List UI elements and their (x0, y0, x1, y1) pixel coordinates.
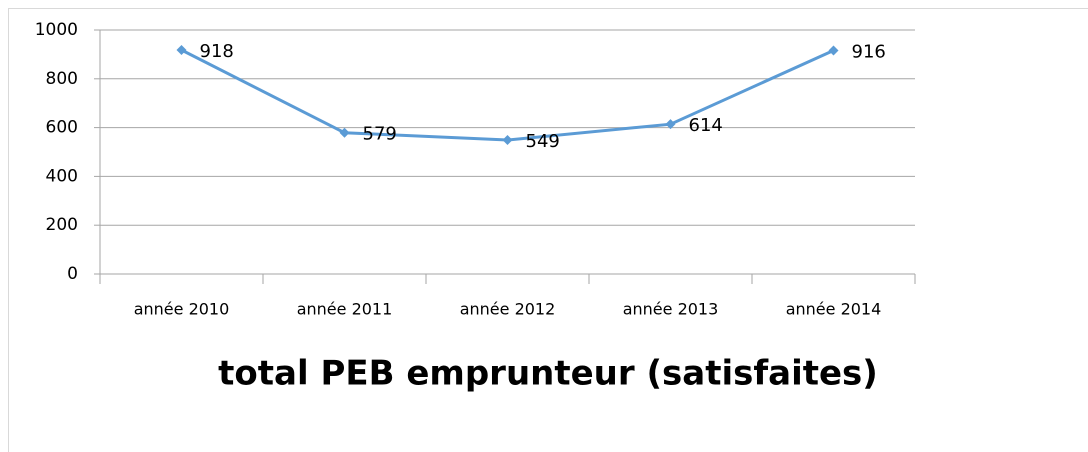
data-label: 916 (852, 41, 886, 62)
y-tick-label: 400 (46, 166, 78, 186)
y-tick-label: 1000 (35, 20, 78, 40)
x-tick-label: année 2014 (786, 300, 882, 319)
marker (176, 45, 187, 56)
line-series (180, 48, 835, 142)
marker (828, 45, 839, 56)
chart-title: total PEB emprunteur (satisfaites) (218, 354, 878, 394)
x-tick-label: année 2012 (460, 300, 556, 319)
data-label: 579 (363, 124, 397, 145)
y-tick-label: 600 (46, 118, 78, 138)
chart-border (8, 8, 1088, 452)
x-tick-label: année 2010 (134, 300, 230, 319)
marker (502, 135, 513, 146)
x-tick-label: année 2013 (623, 300, 719, 319)
y-tick-label: 800 (46, 69, 78, 89)
marker (339, 127, 350, 138)
data-label: 614 (689, 115, 723, 136)
data-label: 918 (200, 41, 234, 62)
y-tick-label: 0 (67, 264, 78, 284)
x-tick-label: année 2011 (297, 300, 393, 319)
data-label: 549 (526, 131, 560, 152)
y-tick-label: 200 (46, 215, 78, 235)
marker (665, 119, 676, 130)
